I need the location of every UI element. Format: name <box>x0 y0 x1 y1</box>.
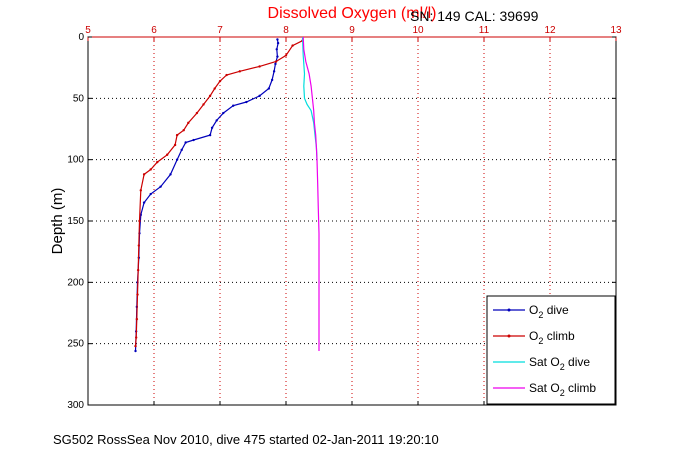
data-point-o2-climb <box>135 317 139 321</box>
data-point-o2-dive <box>272 70 276 73</box>
data-point-o2-dive <box>134 349 137 353</box>
legend-label-sat-o2-dive: Sat O2 dive <box>529 355 590 372</box>
y-tick-label: 50 <box>73 93 85 104</box>
chart-title: Dissolved Oxygen (ml/l) <box>268 5 437 22</box>
data-point-o2-dive <box>210 126 214 129</box>
data-point-o2-dive <box>275 48 278 51</box>
y-tick-label: 0 <box>78 32 84 43</box>
legend-marker-o2-dive <box>507 308 511 312</box>
y-tick-label: 250 <box>67 339 84 350</box>
data-point-o2-dive <box>274 62 277 66</box>
legend-label-o2-climb: O2 climb <box>529 329 575 346</box>
y-tick-label: 300 <box>67 400 84 411</box>
data-point-o2-climb <box>134 344 137 348</box>
data-point-o2-dive <box>215 119 218 122</box>
data-point-o2-dive <box>267 87 271 90</box>
y-tick-label: 100 <box>67 155 84 166</box>
data-point-o2-dive <box>159 185 162 188</box>
data-point-o2-climb <box>139 189 142 192</box>
x-axis: 5 6 7 8 9 10 11 12 13 <box>85 25 622 405</box>
data-point-o2-climb <box>182 129 185 132</box>
legend-box <box>486 295 616 405</box>
legend-label-sat-o2-climb: Sat O2 climb <box>529 381 596 398</box>
data-point-o2-climb <box>291 44 294 47</box>
legend: O2 dive O2 climb Sat O2 dive Sat O2 climb <box>486 295 616 405</box>
data-point-o2-dive <box>245 100 248 104</box>
x-tick-label: 8 <box>283 25 289 36</box>
data-point-o2-climb <box>238 70 241 73</box>
x-tick-label: 11 <box>479 25 490 36</box>
y-tick-label: 150 <box>67 216 84 227</box>
data-point-o2-climb <box>258 65 261 68</box>
data-point-o2-climb <box>137 244 141 247</box>
x-tick-label: 13 <box>610 25 622 36</box>
data-series <box>134 36 320 353</box>
series-line-sat-o2-climb <box>302 36 320 351</box>
series-line-o2-climb <box>134 40 303 347</box>
data-point-o2-dive <box>192 138 195 142</box>
data-point-o2-climb <box>284 54 288 57</box>
x-tick-label: 7 <box>217 25 223 36</box>
data-point-o2-climb <box>187 121 190 125</box>
x-tick-label: 9 <box>349 25 355 36</box>
x-tick-label: 12 <box>544 25 556 36</box>
data-point-o2-climb <box>136 268 140 272</box>
data-point-o2-climb <box>175 133 179 137</box>
x-tick-label: 6 <box>151 25 157 36</box>
data-point-o2-dive <box>184 141 187 144</box>
data-point-o2-climb <box>225 73 228 77</box>
x-tick-label: 10 <box>412 25 424 36</box>
data-point-o2-climb <box>142 173 146 176</box>
y-axis-label: Depth (m) <box>49 188 66 255</box>
data-point-o2-dive <box>276 41 280 45</box>
data-point-o2-dive <box>232 104 235 107</box>
data-point-o2-climb <box>218 79 222 83</box>
legend-marker-o2-climb <box>507 334 511 338</box>
data-point-o2-climb <box>166 153 169 156</box>
data-point-o2-climb <box>202 103 205 106</box>
data-point-o2-climb <box>173 143 177 147</box>
data-point-o2-dive <box>169 173 172 176</box>
data-point-o2-climb <box>208 94 212 98</box>
data-point-o2-dive <box>149 192 152 196</box>
data-point-o2-climb <box>156 160 159 164</box>
data-point-o2-climb <box>138 219 141 223</box>
data-point-o2-dive <box>222 111 225 115</box>
data-point-o2-dive <box>142 201 146 204</box>
data-point-o2-dive <box>270 78 274 82</box>
x-tick-label: 5 <box>85 25 91 36</box>
data-point-o2-dive <box>180 148 183 152</box>
data-point-o2-dive <box>276 38 279 41</box>
serial-label: SN: 149 CAL: 39699 <box>410 8 539 24</box>
data-point-o2-climb <box>149 168 152 171</box>
legend-label-o2-dive: O2 dive <box>529 303 569 320</box>
data-point-o2-climb <box>136 293 139 296</box>
data-point-o2-dive <box>208 133 212 137</box>
footer-caption: SG502 RossSea Nov 2010, dive 475 started… <box>53 432 439 447</box>
data-point-o2-dive <box>258 94 261 98</box>
y-tick-label: 200 <box>67 277 84 288</box>
data-point-o2-dive <box>175 158 179 161</box>
data-point-o2-climb <box>134 336 138 339</box>
data-point-o2-climb <box>274 60 278 63</box>
data-point-o2-climb <box>195 111 199 115</box>
data-point-o2-dive <box>276 55 279 58</box>
data-point-o2-climb <box>213 87 216 90</box>
